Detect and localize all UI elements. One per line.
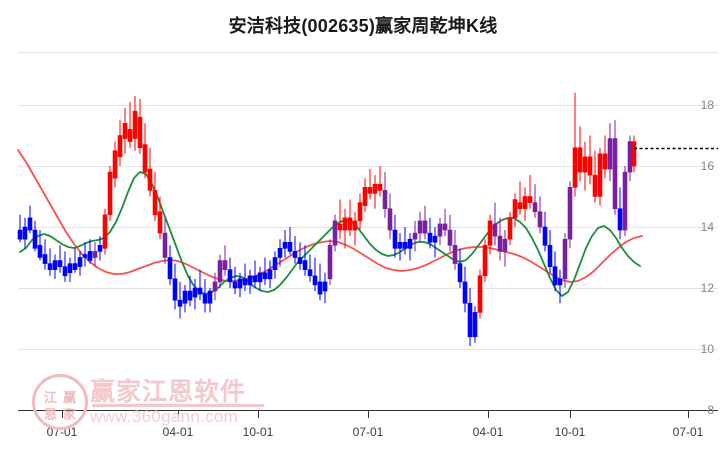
svg-text:10-01: 10-01 [555, 425, 586, 439]
svg-text:8: 8 [707, 403, 714, 417]
svg-text:14: 14 [701, 220, 715, 234]
gridlines-group [18, 52, 718, 411]
ma-short-line [19, 171, 641, 297]
svg-text:07-01: 07-01 [673, 425, 704, 439]
page-title: 安洁科技(002635)赢家周乾坤K线 [228, 16, 498, 36]
svg-text:18: 18 [701, 98, 715, 112]
svg-text:10-01: 10-01 [243, 425, 274, 439]
candlesticks-group [17, 92, 637, 346]
svg-text:12: 12 [701, 281, 715, 295]
axis-group [18, 410, 718, 418]
svg-text:07-01: 07-01 [47, 425, 78, 439]
svg-text:16: 16 [701, 159, 715, 173]
svg-text:04-01: 04-01 [163, 425, 194, 439]
y-axis-labels: 18 16 14 12 10 8 [701, 98, 715, 417]
svg-text:10: 10 [701, 342, 715, 356]
x-axis-labels: 07-01 04-01 10-01 07-01 04-01 10-01 07-01 [47, 425, 704, 439]
svg-text:07-01: 07-01 [353, 425, 384, 439]
svg-text:04-01: 04-01 [473, 425, 504, 439]
